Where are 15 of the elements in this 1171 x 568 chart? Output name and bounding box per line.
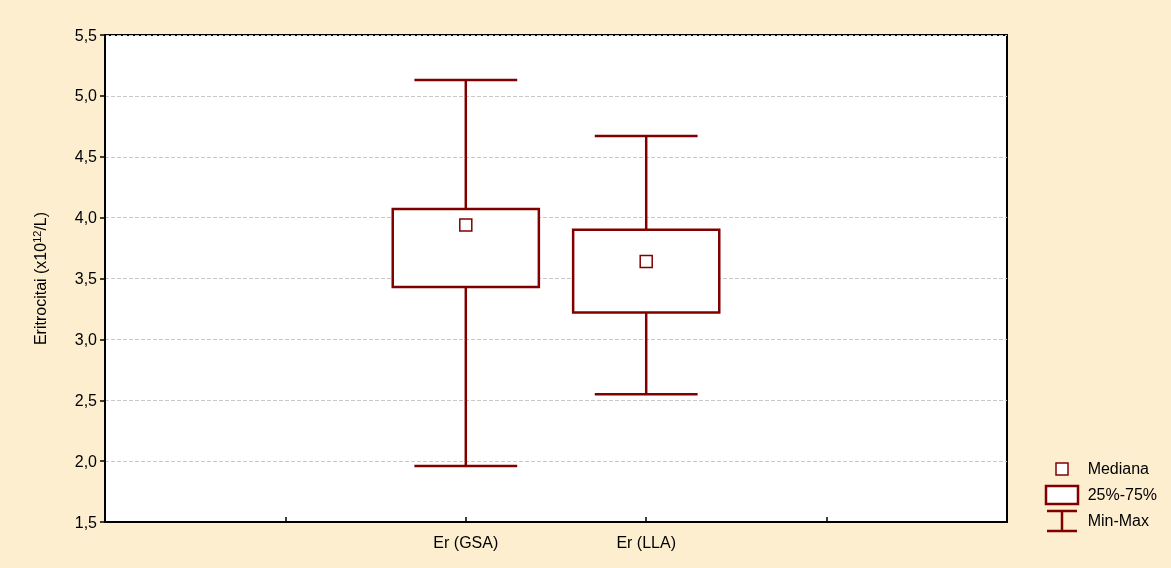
y-tick-label: 2,0 (74, 452, 98, 470)
text: Min-Max (1087, 512, 1149, 530)
y-axis-title: Eritrocitai (x1012/L) (30, 211, 49, 346)
y-tick-label: 3,5 (74, 270, 98, 287)
y-tick-label: 3,0 (74, 330, 98, 348)
y-tick-label: 4,0 (74, 209, 98, 227)
text: Mediana (1087, 460, 1149, 478)
text: 25%-75% (1087, 486, 1157, 504)
y-tick-label: 4,5 (74, 148, 98, 166)
y-tick-label: 2,5 (74, 391, 98, 409)
y-tick-label: 5,0 (74, 87, 98, 105)
y-tick-label: 5,5 (74, 26, 98, 44)
x-tick-label: Er (LLA) (616, 533, 676, 551)
y-tick-label: 1,5 (74, 513, 98, 531)
x-tick-label: Er (GSA) (433, 533, 499, 551)
